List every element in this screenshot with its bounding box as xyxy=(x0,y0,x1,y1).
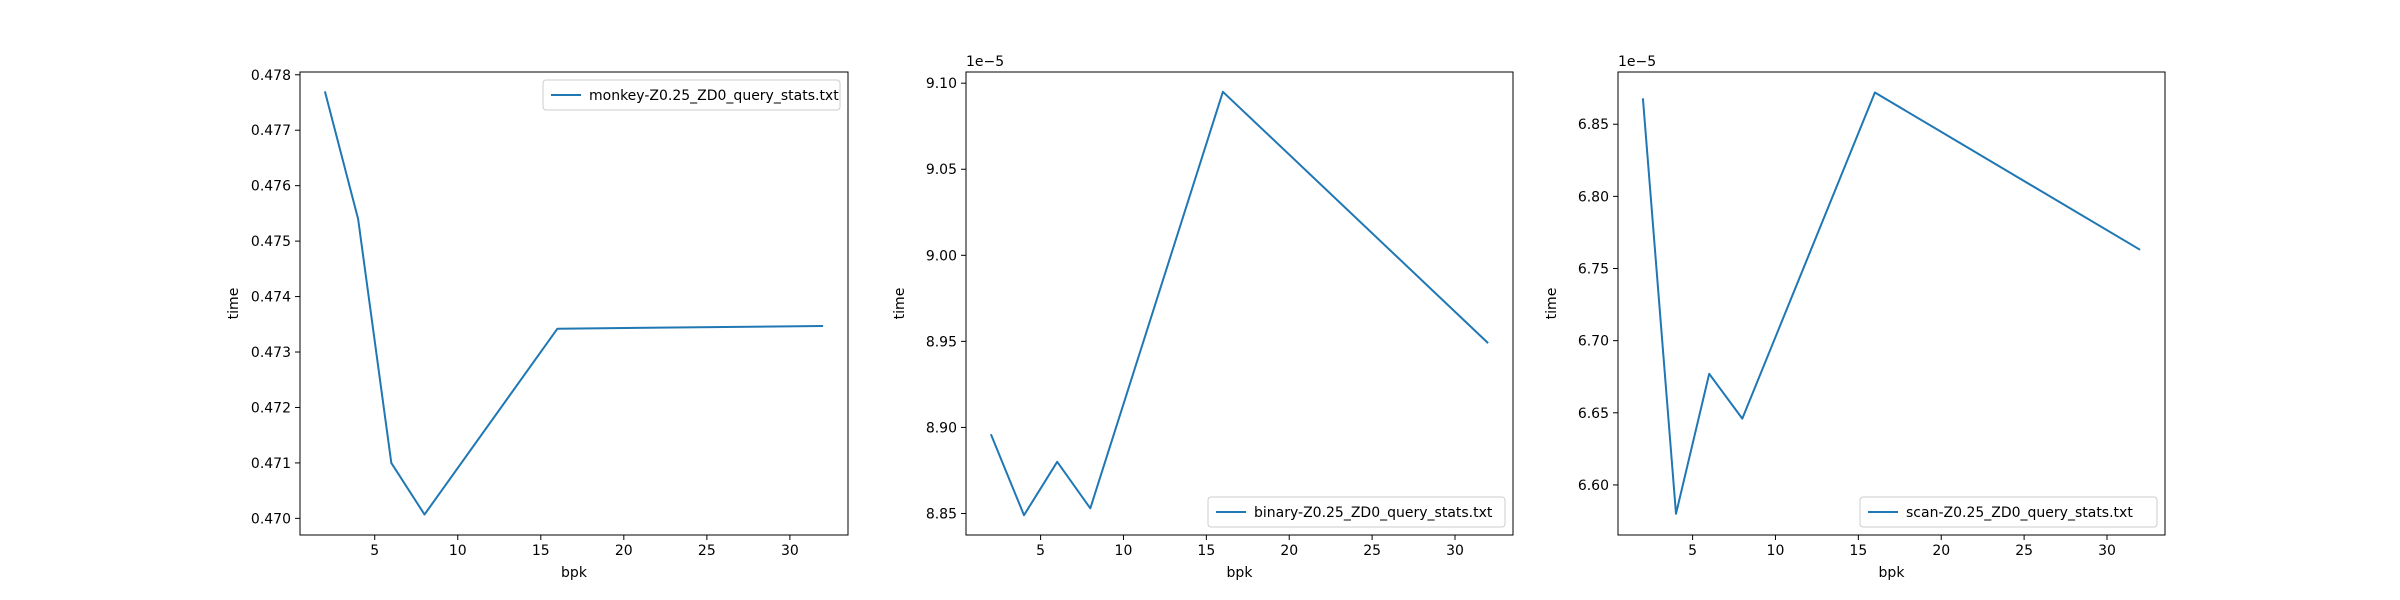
y-axis-label: time xyxy=(1544,288,1560,320)
x-tick-label: 5 xyxy=(370,543,379,559)
y-tick-label: 0.476 xyxy=(251,179,291,195)
y-tick-label: 6.80 xyxy=(1578,189,1609,205)
y-axis-label: time xyxy=(892,288,908,320)
y-offset-label: 1e−5 xyxy=(966,54,1004,70)
legend-box xyxy=(542,79,841,111)
x-tick-label: 10 xyxy=(1767,543,1785,559)
series-line xyxy=(1641,91,2141,515)
axes-frame xyxy=(965,71,1514,536)
y-tick-label: 6.85 xyxy=(1578,117,1609,133)
y-tick-label: 8.85 xyxy=(926,506,957,522)
axes-frame xyxy=(1617,71,2166,536)
x-tick-label: 30 xyxy=(781,543,799,559)
y-tick-label: 6.60 xyxy=(1578,478,1609,494)
y-tick-label: 6.70 xyxy=(1578,334,1609,350)
y-offset-label: 1e−5 xyxy=(1618,54,1656,70)
y-tick-label: 0.471 xyxy=(251,456,291,472)
x-tick-label: 25 xyxy=(1363,543,1381,559)
y-tick-label: 0.475 xyxy=(251,234,291,250)
y-tick-label: 9.10 xyxy=(926,76,957,92)
x-tick-label: 20 xyxy=(1280,543,1298,559)
x-axis-label: bpk xyxy=(1879,565,1906,581)
y-tick-label: 0.474 xyxy=(251,290,291,306)
y-tick-label: 0.473 xyxy=(251,345,291,361)
legend-label: monkey-Z0.25_ZD0_query_stats.txt xyxy=(589,88,839,104)
chart-panel-1: 5 10 15 20 25 30 0.470 0.471 0.472 0.473 0.474 0.47… xyxy=(226,68,849,581)
x-tick-label: 15 xyxy=(1849,543,1867,559)
x-tick-label: 15 xyxy=(1197,543,1215,559)
x-tick-label: 15 xyxy=(532,543,550,559)
legend-box xyxy=(1859,496,2158,528)
legend-label: scan-Z0.25_ZD0_query_stats.txt xyxy=(1906,505,2133,521)
y-axis-label: time xyxy=(226,288,242,320)
axes-frame xyxy=(299,71,849,536)
x-tick-label: 30 xyxy=(2098,543,2116,559)
legend: scan-Z0.25_ZD0_query_stats.txt xyxy=(1859,496,2158,528)
x-tick-label: 30 xyxy=(1446,543,1464,559)
x-tick-label: 10 xyxy=(1115,543,1133,559)
x-tick-label: 5 xyxy=(1688,543,1697,559)
y-tick-label: 6.65 xyxy=(1578,406,1609,422)
x-tick-label: 10 xyxy=(449,543,467,559)
legend: binary-Z0.25_ZD0_query_stats.txt xyxy=(1207,496,1506,528)
legend-label: binary-Z0.25_ZD0_query_stats.txt xyxy=(1254,505,1493,521)
y-tick-label: 0.478 xyxy=(251,68,291,84)
series-line xyxy=(323,91,824,516)
legend: monkey-Z0.25_ZD0_query_stats.txt xyxy=(542,79,841,111)
y-tick-label: 0.477 xyxy=(251,123,291,139)
chart-panel-3: 5 10 15 20 25 30 6.60 6.65 6.70 6.75 6.80 6.85 bpk ti… xyxy=(1544,54,2166,581)
y-tick-label: 9.00 xyxy=(926,248,957,264)
y-tick-label: 8.95 xyxy=(926,334,957,350)
x-tick-label: 25 xyxy=(2015,543,2033,559)
chart-panel-2: 5 10 15 20 25 30 8.85 8.90 8.95 9.00 9.05 9.10 bpk ti… xyxy=(892,54,1514,581)
x-axis-label: bpk xyxy=(561,565,588,581)
y-tick-label: 6.75 xyxy=(1578,262,1609,278)
series-line xyxy=(989,90,1489,517)
x-tick-label: 5 xyxy=(1036,543,1045,559)
legend-box xyxy=(1207,496,1506,528)
x-axis-label: bpk xyxy=(1227,565,1254,581)
y-tick-label: 8.90 xyxy=(926,420,957,436)
y-tick-label: 0.470 xyxy=(251,511,291,527)
x-tick-label: 20 xyxy=(1932,543,1950,559)
x-tick-label: 20 xyxy=(615,543,633,559)
y-tick-label: 9.05 xyxy=(926,162,957,178)
x-tick-label: 25 xyxy=(698,543,716,559)
y-tick-label: 0.472 xyxy=(251,400,291,416)
